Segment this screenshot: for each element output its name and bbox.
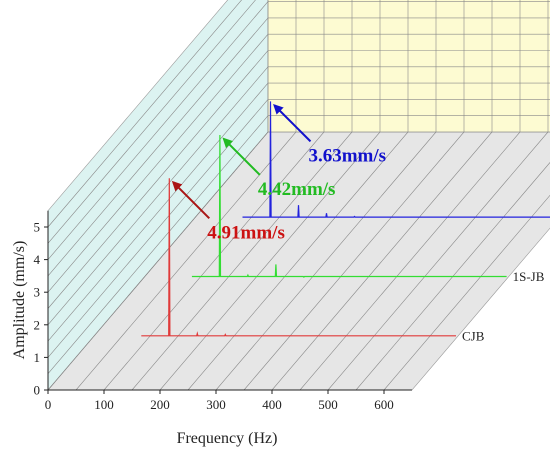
x-tick-label: 500 <box>318 397 338 412</box>
back-wall <box>267 0 550 133</box>
x-tick-label: 600 <box>374 397 394 412</box>
y-tick-label: 3 <box>34 285 41 300</box>
series-line-3s-jb <box>242 101 550 218</box>
grid-line-amplitude-minor <box>47 115 550 374</box>
y-tick-label: 5 <box>34 220 41 235</box>
y-tick-label: 4 <box>34 252 41 267</box>
annotation-value: 3.63mm/s <box>308 145 386 166</box>
grid-line-amplitude <box>47 33 550 293</box>
grid-line-amplitude-minor <box>47 82 550 342</box>
annotation-value: 4.91mm/s <box>207 222 285 243</box>
y-tick-label: 2 <box>34 317 41 332</box>
x-tick-label: 100 <box>94 397 114 412</box>
series-line-1s-jb <box>191 134 507 278</box>
chart-walls <box>47 0 550 391</box>
x-tick-label: 300 <box>206 397 226 412</box>
grid-line-amplitude <box>47 1 550 260</box>
annotation-value: 4.42mm/s <box>258 179 336 200</box>
x-tick-label: 400 <box>262 397 282 412</box>
grid-line-amplitude-minor <box>47 17 550 277</box>
grid-line-amplitude-minor <box>47 0 256 244</box>
x-tick-label: 0 <box>45 397 52 412</box>
grid-line-amplitude <box>47 66 550 325</box>
chart-grid <box>47 0 550 391</box>
y-tick-label: 0 <box>34 383 41 398</box>
grid-line-amplitude <box>47 131 550 391</box>
chart-axes: 0 100 200 300 400 500 600 0 1 2 3 4 5 <box>34 210 412 412</box>
x-tick-label: 200 <box>150 397 170 412</box>
grid-line-frequency-minor <box>355 162 550 391</box>
grid-line-amplitude <box>47 0 242 228</box>
y-tick-label: 1 <box>34 350 41 365</box>
chart-annotations: 4.91mm/s 4.42mm/s 3.63mm/s <box>171 103 386 243</box>
annotation-arrow <box>273 103 312 143</box>
x-axis-label: Frequency (Hz) <box>177 430 278 447</box>
series-line-cjb <box>141 178 456 337</box>
y-axis-label: Amplitude (mm/s) <box>11 241 28 360</box>
annotation-arrow <box>171 180 210 220</box>
series-label: 1S-JB <box>513 269 545 284</box>
grid-line-amplitude-minor <box>47 50 550 309</box>
grid-line-amplitude <box>47 99 550 358</box>
series-label: CJB <box>462 328 485 343</box>
annotation-arrow <box>222 137 261 176</box>
grid-line-frequency <box>383 194 550 391</box>
